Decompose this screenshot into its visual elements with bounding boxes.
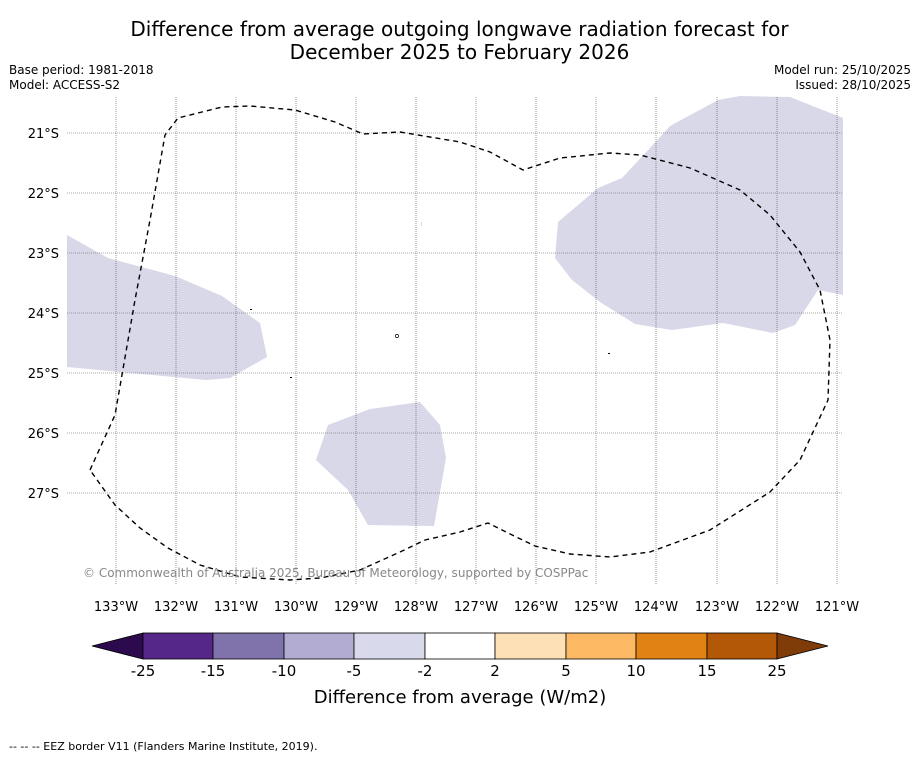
- lon-label: 121°W: [815, 600, 859, 615]
- colorbar-extend-high: [776, 632, 829, 660]
- lon-label: 124°W: [634, 600, 678, 615]
- meta-left: Base period: 1981-2018 Model: ACCESS-S2: [9, 63, 154, 93]
- colorbar-segment: [142, 632, 214, 660]
- meta-right: Model run: 25/10/2025 Issued: 28/10/2025: [774, 63, 911, 93]
- lon-label: 131°W: [214, 600, 258, 615]
- lat-label: 21°S: [28, 127, 59, 142]
- lon-label: 125°W: [574, 600, 618, 615]
- lon-label: 127°W: [454, 600, 498, 615]
- colorbar-tick: 25: [767, 662, 786, 680]
- lon-label: 128°W: [394, 600, 438, 615]
- lat-label: 26°S: [28, 427, 59, 442]
- lon-label: 129°W: [334, 600, 378, 615]
- gridlines: [67, 97, 843, 585]
- lon-label: 123°W: [695, 600, 739, 615]
- colorbar-segment: [635, 632, 708, 660]
- lat-label: 24°S: [28, 307, 59, 322]
- anomaly-region-west: [67, 235, 267, 380]
- lat-label: 27°S: [28, 487, 59, 502]
- colorbar-tick: 15: [697, 662, 716, 680]
- colorbar-tick: 2: [490, 662, 500, 680]
- model-run: Model run: 25/10/2025: [773, 63, 911, 77]
- footer-note: -- -- -- EEZ border V11 (Flanders Marine…: [9, 740, 318, 753]
- colorbar-tick: -2: [418, 662, 433, 680]
- title-line-1: Difference from average outgoing longwav…: [130, 17, 789, 41]
- speck-2: [250, 309, 252, 310]
- colorbar-tick: 10: [626, 662, 645, 680]
- colorbar-segments: [91, 632, 829, 660]
- colorbar-segment: [283, 632, 355, 660]
- lat-label: 23°S: [28, 247, 59, 262]
- eez-border: [89, 105, 831, 581]
- issued-date: Issued: 28/10/2025: [795, 78, 911, 92]
- colorbar-tick: -15: [201, 662, 226, 680]
- colorbar-segment: [494, 632, 567, 660]
- colorbar-segment: [706, 632, 778, 660]
- speck-3: [290, 377, 292, 378]
- anomaly-region-east: [555, 96, 843, 333]
- lat-label: 22°S: [28, 187, 59, 202]
- lon-label: 130°W: [274, 600, 318, 615]
- colorbar-segment: [212, 632, 285, 660]
- colorbar-label: Difference from average (W/m2): [314, 687, 606, 708]
- lon-label: 132°W: [154, 600, 198, 615]
- speck-5: [421, 222, 422, 226]
- colorbar-tick: 5: [561, 662, 571, 680]
- speck-4: [608, 353, 610, 354]
- colorbar-tick-labels: -25 -15 -10 -5 -2 2 5 10 15 25: [131, 662, 787, 680]
- chart-title: Difference from average outgoing longwav…: [0, 18, 919, 64]
- colorbar-segment: [565, 632, 637, 660]
- colorbar: -25 -15 -10 -5 -2 2 5 10 15 25 Difference from av…: [91, 632, 829, 708]
- colorbar-segment: [353, 632, 426, 660]
- lat-label: 25°S: [28, 367, 59, 382]
- colorbar-tick: -5: [347, 662, 362, 680]
- lon-label: 122°W: [755, 600, 799, 615]
- lon-label: 133°W: [94, 600, 138, 615]
- colorbar-segment: [424, 632, 496, 660]
- latitude-labels: 21°S 22°S 23°S 24°S 25°S 26°S 27°S: [28, 127, 59, 502]
- copyright-text: © Commonwealth of Australia 2025, Bureau…: [83, 566, 588, 580]
- colorbar-extend-low: [91, 632, 144, 660]
- colorbar-tick: -25: [131, 662, 156, 680]
- base-period: Base period: 1981-2018: [9, 63, 154, 77]
- longitude-labels: 133°W 132°W 131°W 130°W 129°W 128°W 127°W 126°W…: [94, 600, 859, 615]
- lon-label: 126°W: [514, 600, 558, 615]
- speck-1: [395, 334, 399, 338]
- map-area: 21°S22°S23°S24°S25°S26°S27°S 133°W 132°W 1…: [28, 96, 859, 615]
- colorbar-tick: -10: [272, 662, 297, 680]
- model-name: Model: ACCESS-S2: [9, 78, 121, 92]
- title-line-2: December 2025 to February 2026: [289, 40, 630, 64]
